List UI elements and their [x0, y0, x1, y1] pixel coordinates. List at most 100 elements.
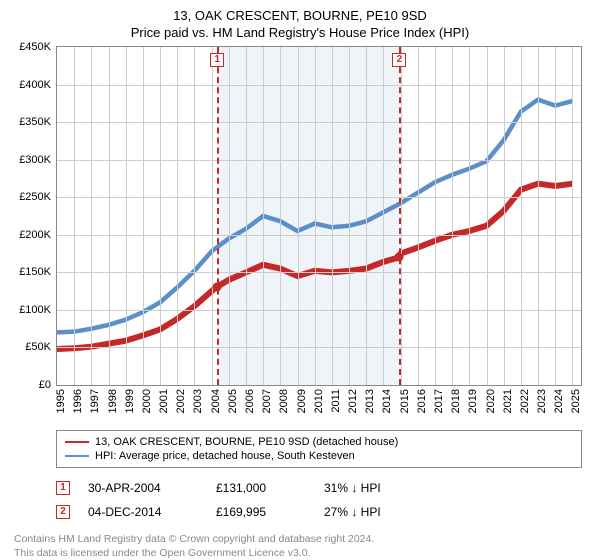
x-tick-label: 1995	[55, 389, 67, 413]
x-gridline	[487, 47, 488, 385]
x-tick-label: 2003	[192, 389, 204, 413]
legend-item-price: 13, OAK CRESCENT, BOURNE, PE10 9SD (deta…	[65, 435, 573, 449]
y-tick-label: £100K	[19, 304, 57, 316]
x-gridline	[315, 47, 316, 385]
sale-diff: 31% ↓ HPI	[324, 481, 381, 495]
x-gridline	[263, 47, 264, 385]
x-tick-label: 1998	[107, 389, 119, 413]
sale-vline	[399, 47, 401, 385]
x-gridline	[521, 47, 522, 385]
sale-index-box: 1	[56, 481, 70, 495]
sale-date: 30-APR-2004	[88, 481, 198, 495]
x-gridline	[91, 47, 92, 385]
x-tick-label: 2021	[502, 389, 514, 413]
x-gridline	[572, 47, 573, 385]
x-gridline	[280, 47, 281, 385]
x-tick-label: 2004	[210, 389, 222, 413]
legend-swatch-hpi	[65, 455, 89, 457]
y-gridline	[57, 235, 581, 236]
sale-row: 2 04-DEC-2014 £169,995 27% ↓ HPI	[56, 500, 582, 524]
footer-licence: This data is licensed under the Open Gov…	[14, 546, 586, 560]
x-tick-label: 2016	[416, 389, 428, 413]
y-tick-label: £350K	[19, 116, 57, 128]
sale-marker-box: 2	[392, 53, 406, 67]
x-gridline	[383, 47, 384, 385]
sale-marker-dot	[395, 253, 404, 262]
x-tick-label: 2022	[519, 389, 531, 413]
x-tick-label: 2005	[227, 389, 239, 413]
x-gridline	[160, 47, 161, 385]
y-gridline	[57, 197, 581, 198]
y-gridline	[57, 310, 581, 311]
legend: 13, OAK CRESCENT, BOURNE, PE10 9SD (deta…	[56, 430, 582, 468]
y-tick-label: £450K	[19, 41, 57, 53]
y-gridline	[57, 347, 581, 348]
x-gridline	[143, 47, 144, 385]
x-gridline	[435, 47, 436, 385]
page-title-sub: Price paid vs. HM Land Registry's House …	[14, 25, 586, 40]
x-gridline	[194, 47, 195, 385]
x-tick-label: 2018	[450, 389, 462, 413]
x-tick-label: 1997	[89, 389, 101, 413]
x-tick-label: 2009	[296, 389, 308, 413]
x-gridline	[555, 47, 556, 385]
x-gridline	[469, 47, 470, 385]
legend-swatch-price	[65, 441, 89, 443]
sale-index-box: 2	[56, 505, 70, 519]
x-tick-label: 1999	[124, 389, 136, 413]
x-gridline	[366, 47, 367, 385]
y-tick-label: £250K	[19, 191, 57, 203]
x-tick-label: 2014	[381, 389, 393, 413]
sale-price: £131,000	[216, 481, 306, 495]
x-gridline	[246, 47, 247, 385]
x-tick-label: 2017	[433, 389, 445, 413]
y-gridline	[57, 160, 581, 161]
sale-diff: 27% ↓ HPI	[324, 505, 381, 519]
y-gridline	[57, 272, 581, 273]
x-gridline	[109, 47, 110, 385]
x-tick-label: 2019	[467, 389, 479, 413]
x-tick-label: 1996	[72, 389, 84, 413]
y-tick-label: £150K	[19, 266, 57, 278]
x-tick-label: 2007	[261, 389, 273, 413]
x-tick-label: 2008	[278, 389, 290, 413]
sale-marker-dot	[213, 282, 222, 291]
y-gridline	[57, 85, 581, 86]
x-tick-label: 2010	[313, 389, 325, 413]
x-gridline	[332, 47, 333, 385]
y-tick-label: £50K	[25, 341, 57, 353]
legend-label-hpi: HPI: Average price, detached house, Sout…	[95, 450, 355, 462]
y-tick-label: £300K	[19, 154, 57, 166]
x-gridline	[74, 47, 75, 385]
x-tick-label: 2024	[553, 389, 565, 413]
x-tick-label: 2006	[244, 389, 256, 413]
x-tick-label: 2020	[485, 389, 497, 413]
page-title-address: 13, OAK CRESCENT, BOURNE, PE10 9SD	[14, 8, 586, 23]
sale-row: 1 30-APR-2004 £131,000 31% ↓ HPI	[56, 476, 582, 500]
x-tick-label: 2011	[330, 389, 342, 413]
x-gridline	[349, 47, 350, 385]
sales-table: 1 30-APR-2004 £131,000 31% ↓ HPI 2 04-DEC-201…	[56, 476, 582, 524]
x-gridline	[538, 47, 539, 385]
x-gridline	[229, 47, 230, 385]
chart-lines	[57, 47, 581, 385]
footer-copyright: Contains HM Land Registry data © Crown c…	[14, 532, 586, 546]
chart: £0£50K£100K£150K£200K£250K£300K£350K£400…	[56, 46, 582, 386]
x-tick-label: 2023	[536, 389, 548, 413]
sale-price: £169,995	[216, 505, 306, 519]
sale-marker-box: 1	[210, 53, 224, 67]
legend-item-hpi: HPI: Average price, detached house, Sout…	[65, 449, 573, 463]
legend-label-price: 13, OAK CRESCENT, BOURNE, PE10 9SD (deta…	[95, 436, 398, 448]
x-tick-label: 2025	[570, 389, 582, 413]
y-tick-label: £200K	[19, 229, 57, 241]
sale-date: 04-DEC-2014	[88, 505, 198, 519]
y-tick-label: £400K	[19, 79, 57, 91]
x-gridline	[418, 47, 419, 385]
x-tick-label: 2000	[141, 389, 153, 413]
x-gridline	[298, 47, 299, 385]
x-tick-label: 2001	[158, 389, 170, 413]
x-tick-label: 2015	[399, 389, 411, 413]
x-gridline	[126, 47, 127, 385]
x-gridline	[177, 47, 178, 385]
x-tick-label: 2012	[347, 389, 359, 413]
